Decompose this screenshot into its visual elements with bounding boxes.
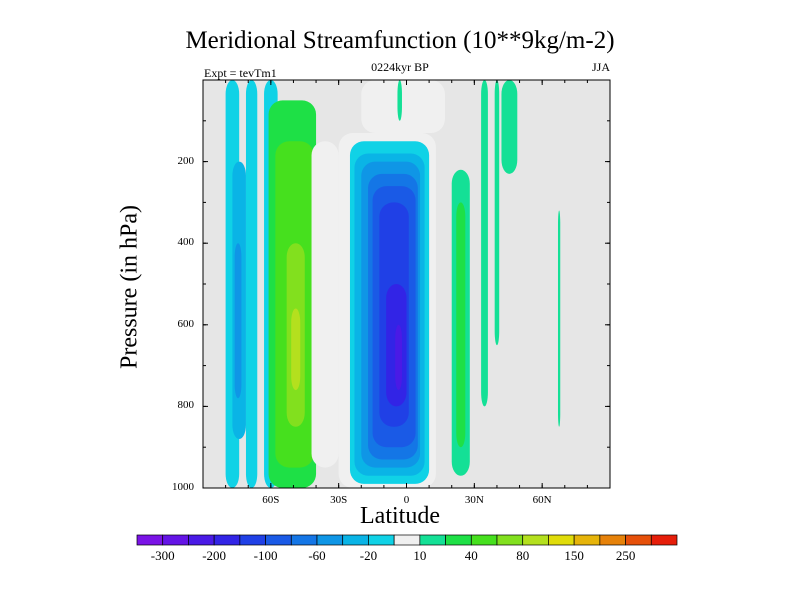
- colorbar-label: -20: [359, 548, 378, 563]
- colorbar-box: [573, 534, 601, 546]
- x-tick-label: 30N: [464, 494, 484, 506]
- contour-region: [245, 80, 258, 488]
- contour-region: [311, 141, 339, 468]
- colorbar-label: 40: [464, 548, 478, 563]
- colorbar-box: [290, 534, 318, 546]
- x-tick-label: 0: [403, 494, 410, 506]
- colorbar-box: [522, 534, 549, 546]
- contour-region: [397, 80, 402, 121]
- contour-region: [291, 308, 301, 391]
- contour-region: [557, 210, 561, 427]
- y-tick-label: 1000: [172, 481, 194, 493]
- x-tick-label: 60S: [262, 494, 280, 506]
- season-label: JJA: [591, 60, 610, 74]
- colorbar-box: [599, 534, 626, 546]
- colorbar-box: [650, 534, 678, 546]
- x-tick-label: 30S: [330, 494, 348, 506]
- x-tick-label: 60N: [532, 494, 552, 506]
- colorbar-box: [496, 534, 524, 546]
- colorbar-label: -100: [253, 548, 278, 563]
- colorbar-label: 250: [615, 548, 636, 563]
- colorbar-box: [419, 534, 446, 546]
- experiment-label: Expt = tevTm1: [204, 66, 277, 80]
- colorbar-box: [239, 534, 266, 546]
- x-axis-label: Latitude: [360, 503, 440, 529]
- colorbar-box: [445, 534, 472, 546]
- y-tick-label: 800: [177, 399, 195, 412]
- contour-region: [481, 80, 488, 407]
- colorbar-box: [368, 534, 395, 546]
- colorbar-box: [316, 534, 344, 546]
- contour-region: [456, 202, 466, 448]
- contour-region: [361, 80, 445, 134]
- y-tick-label: 600: [177, 317, 195, 330]
- colorbar-box: [213, 534, 241, 546]
- colorbar-box: [342, 534, 369, 546]
- colorbar-label: 10: [413, 548, 427, 563]
- time-label: 0224kyr BP: [371, 60, 429, 74]
- y-tick-label: 200: [177, 154, 195, 167]
- colorbar-box: [625, 534, 652, 546]
- colorbar-box: [393, 534, 421, 546]
- colorbar-box: [162, 534, 189, 546]
- colorbar-label: 80: [516, 548, 530, 563]
- chart-title: Meridional Streamfunction (10**9kg/m-2): [185, 27, 615, 54]
- colorbar-box: [188, 534, 215, 546]
- colorbar-label: -200: [202, 548, 227, 563]
- contour-region: [234, 243, 242, 399]
- contour-region: [501, 80, 518, 174]
- colorbar-label: 150: [564, 548, 584, 563]
- y-tick-label: 400: [177, 236, 195, 249]
- colorbar-label: -60: [308, 548, 326, 563]
- colorbar-box: [470, 534, 498, 546]
- contour-region: [494, 80, 500, 346]
- colorbar-box: [265, 534, 292, 546]
- y-axis-label: Pressure (in hPa): [116, 205, 143, 369]
- contour-region: [395, 324, 402, 391]
- colorbar-box: [548, 534, 575, 546]
- colorbar-label: -300: [150, 548, 175, 563]
- colorbar-box: [136, 534, 164, 546]
